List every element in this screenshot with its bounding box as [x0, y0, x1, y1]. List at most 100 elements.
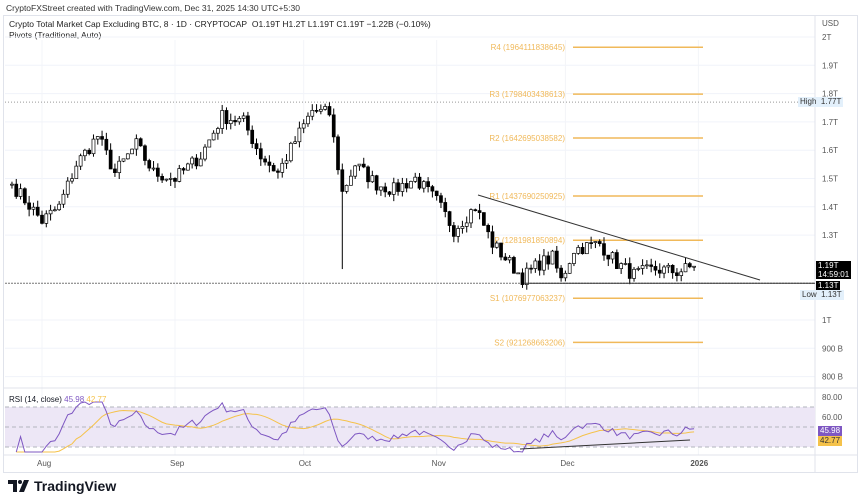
candle-up [18, 188, 23, 197]
candle-down [267, 161, 272, 166]
currency-label: USD [822, 19, 839, 28]
candle-up [61, 193, 66, 205]
descending-trendline [477, 194, 761, 281]
rsi-tick-label: 80.00 [822, 393, 843, 402]
candle-up [164, 178, 169, 181]
candle-up [301, 123, 306, 129]
candle-up [216, 128, 220, 134]
candle-up [91, 138, 96, 155]
candle-up [692, 265, 696, 268]
y-tick-label: 1.5T [822, 175, 838, 184]
candle-down [246, 115, 250, 131]
indicator-label[interactable]: Pivots (Traditional, Auto) [9, 30, 102, 40]
candle-up [288, 142, 293, 162]
rsi-line [15, 401, 695, 453]
candle-down [580, 247, 585, 255]
candle-up [421, 181, 426, 189]
candle-down [254, 143, 259, 150]
candle-down [27, 202, 31, 210]
candle-down [589, 242, 593, 244]
ohlc-readout: O1.19T H1.2T L1.19T C1.19T −1.22B (−0.10… [251, 19, 431, 29]
candle-down [361, 163, 366, 168]
candle-up [31, 206, 36, 210]
candle-up [400, 183, 405, 192]
high-label: High 1.77T [798, 97, 844, 107]
candle-down [143, 145, 147, 161]
last-price-tag: 1.19T 14:59:01 [816, 261, 852, 279]
candle-up [584, 242, 589, 255]
candle-down [606, 254, 611, 260]
candle-down [597, 241, 602, 244]
candle-up [576, 247, 581, 254]
x-tick-label: Nov [432, 459, 446, 468]
y-tick-label: 1.6T [822, 146, 838, 155]
candle-up [353, 165, 358, 177]
candle-up [683, 263, 688, 273]
candle-down [104, 138, 109, 151]
candle-down [559, 267, 563, 279]
candle-down [258, 148, 263, 160]
candle-down [263, 158, 267, 163]
candle-up [572, 253, 576, 264]
pivot-label: R1 (1437690250925) [489, 192, 565, 201]
candle-up [494, 242, 499, 248]
candle-up [344, 184, 349, 192]
candle-down [439, 195, 443, 203]
candle-down [473, 209, 478, 212]
pivot-label: R4 (1964111838645) [491, 43, 566, 52]
candle-down [14, 183, 19, 197]
candle-up [645, 264, 649, 267]
candle-down [40, 214, 44, 224]
candle-up [284, 160, 289, 164]
candle-down [675, 272, 679, 276]
candle-down [490, 231, 495, 248]
candle-up [121, 158, 126, 162]
candle-up [95, 136, 100, 140]
y-tick-label: 800 B [822, 373, 843, 382]
candle-down [327, 106, 332, 116]
candle-up [203, 146, 207, 160]
candle-up [666, 264, 671, 268]
candle-down [417, 176, 422, 189]
candle-up [237, 118, 242, 123]
candle-up [53, 209, 57, 212]
candle-up [310, 110, 315, 117]
tradingview-logo[interactable]: TradingView [8, 478, 116, 494]
candle-up [293, 141, 297, 144]
candle-up [640, 265, 645, 269]
candle-down [434, 190, 439, 197]
candle-up [469, 209, 473, 224]
pivot-label: S1 (1076977063237) [490, 294, 566, 303]
candle-down [155, 167, 160, 177]
candle-down [138, 138, 143, 147]
candle-down [602, 243, 606, 256]
candle-up [117, 160, 122, 174]
candle-down [35, 206, 40, 216]
candle-down [366, 166, 370, 183]
y-tick-label: 1.3T [822, 231, 838, 240]
candle-down [687, 263, 692, 268]
candle-down [404, 183, 409, 189]
candle-up [241, 115, 246, 119]
candle-down [426, 181, 430, 187]
candle-down [486, 224, 491, 233]
candle-up [228, 120, 233, 125]
candle-up [349, 175, 353, 186]
candle-up [662, 266, 666, 274]
candle-up [563, 272, 568, 279]
x-tick-label: Aug [37, 459, 51, 468]
rsi-ma-tag: 42.77 [818, 436, 843, 446]
candle-down [276, 170, 280, 173]
candle-down [430, 186, 435, 192]
y-tick-label: 1T [822, 316, 831, 325]
candle-up [391, 182, 396, 195]
candle-down [443, 202, 448, 212]
candle-down [108, 149, 113, 170]
candle-down [653, 266, 658, 271]
candle-down [194, 157, 199, 167]
candle-up [186, 163, 190, 171]
candle-down [627, 263, 632, 279]
candle-down [387, 191, 392, 195]
candle-down [160, 175, 164, 181]
